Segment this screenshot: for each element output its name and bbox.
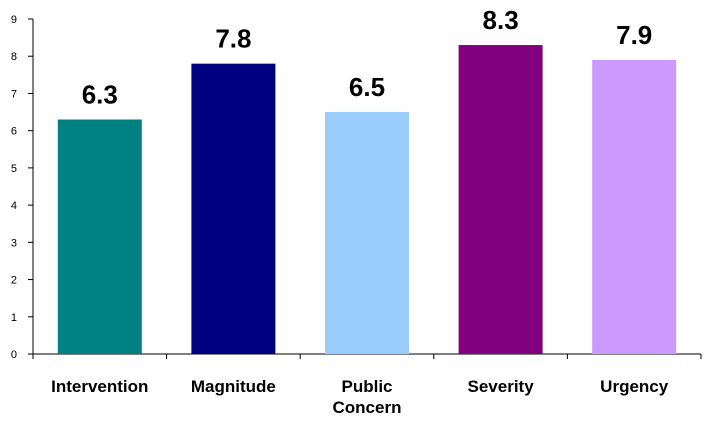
x-axis bbox=[32, 353, 702, 359]
y-tick-label: 5 bbox=[11, 163, 17, 175]
category-label: Magnitude bbox=[191, 377, 276, 396]
y-tick-label: 2 bbox=[11, 275, 17, 287]
bar bbox=[57, 119, 142, 354]
y-tick-label: 8 bbox=[11, 51, 17, 63]
bar bbox=[458, 45, 543, 355]
bar bbox=[592, 59, 677, 354]
y-tick-label: 0 bbox=[11, 349, 17, 361]
bar bbox=[325, 112, 409, 354]
data-label: 8.3 bbox=[483, 5, 519, 35]
category-labels: Intervention Magnitude Public Concern Severi… bbox=[51, 377, 669, 417]
y-tick-label: 7 bbox=[11, 88, 17, 100]
data-label: 7.9 bbox=[616, 20, 652, 50]
y-tick-label: 1 bbox=[11, 312, 17, 324]
data-label: 6.3 bbox=[82, 80, 118, 110]
data-label: 7.8 bbox=[215, 24, 251, 54]
bars bbox=[57, 45, 677, 355]
category-label: Concern bbox=[333, 398, 402, 417]
y-axis: 0 1 2 3 4 5 6 7 8 9 bbox=[11, 14, 34, 361]
data-label: 6.5 bbox=[349, 72, 385, 102]
category-label: Severity bbox=[468, 377, 535, 396]
y-tick-label: 3 bbox=[11, 237, 17, 249]
data-labels: 6.3 7.8 6.5 8.3 7.9 bbox=[82, 5, 653, 109]
category-label: Urgency bbox=[600, 377, 669, 396]
bar bbox=[191, 63, 276, 355]
y-tick-label: 4 bbox=[11, 200, 17, 212]
y-tick-label: 9 bbox=[11, 14, 17, 26]
category-label: Public bbox=[341, 377, 392, 396]
y-tick-label: 6 bbox=[11, 126, 17, 138]
category-label: Intervention bbox=[51, 377, 148, 396]
